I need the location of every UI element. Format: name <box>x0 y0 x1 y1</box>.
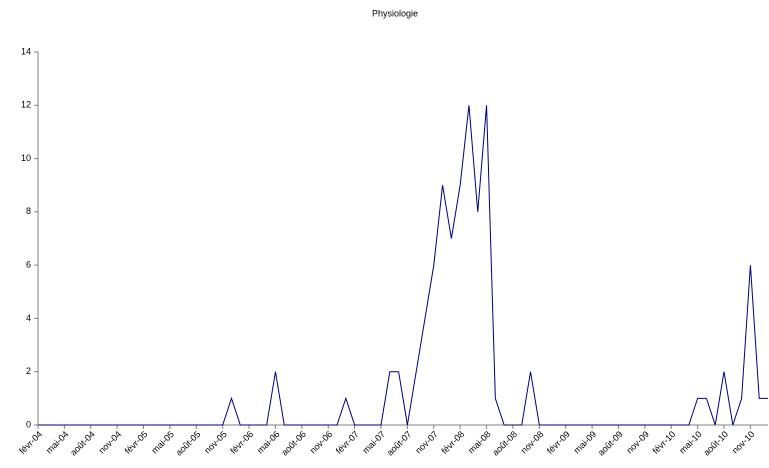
x-tick-label: févr-07 <box>334 429 361 456</box>
y-tick-label: 14 <box>21 46 31 56</box>
data-line <box>38 105 768 426</box>
x-tick-label: mai-09 <box>572 429 599 456</box>
x-tick-label: nov-09 <box>624 429 651 456</box>
y-tick-label: 0 <box>26 419 31 429</box>
x-tick-label: nov-10 <box>730 429 757 456</box>
x-tick-label: mai-04 <box>44 429 71 456</box>
x-tick-label: août-07 <box>385 429 414 458</box>
x-tick-label: mai-05 <box>149 429 176 456</box>
x-tick-label: mai-08 <box>466 429 493 456</box>
x-tick-label: nov-05 <box>202 429 229 456</box>
chart-title: Physiologie <box>372 8 418 18</box>
x-tick-label: mai-06 <box>255 429 282 456</box>
x-tick-label: nov-07 <box>413 429 440 456</box>
x-tick-label: nov-06 <box>308 429 335 456</box>
y-tick-label: 4 <box>26 313 31 323</box>
x-tick-label: août-05 <box>174 429 203 458</box>
x-tick-label: août-04 <box>68 429 97 458</box>
y-tick-label: 2 <box>26 366 31 376</box>
x-tick-label: févr-04 <box>17 429 44 456</box>
y-tick-label: 10 <box>21 153 31 163</box>
x-tick-label: août-06 <box>279 429 308 458</box>
x-tick-label: févr-05 <box>123 429 150 456</box>
x-tick-label: nov-08 <box>519 429 546 456</box>
x-tick-label: août-09 <box>596 429 625 458</box>
y-tick-label: 6 <box>26 260 31 270</box>
x-tick-label: nov-04 <box>97 429 124 456</box>
y-tick-label: 12 <box>21 100 31 110</box>
x-tick-label: févr-10 <box>650 429 677 456</box>
y-tick-label: 8 <box>26 206 31 216</box>
x-tick-label: févr-06 <box>228 429 255 456</box>
x-tick-label: févr-08 <box>439 429 466 456</box>
x-tick-label: mai-07 <box>361 429 388 456</box>
x-tick-label: mai-10 <box>677 429 704 456</box>
x-tick-label: août-08 <box>490 429 519 458</box>
x-tick-label: févr-09 <box>545 429 572 456</box>
x-tick-label: août-10 <box>701 429 730 458</box>
